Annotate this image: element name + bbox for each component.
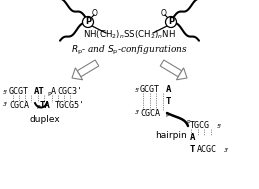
Text: T: T [166, 97, 171, 105]
Text: ACGC: ACGC [197, 146, 217, 154]
Text: P: P [36, 105, 40, 110]
Polygon shape [77, 60, 99, 77]
Text: 5': 5' [135, 88, 140, 92]
Circle shape [83, 16, 93, 28]
Text: CGCA: CGCA [9, 101, 29, 109]
Text: duplex: duplex [30, 115, 60, 125]
Polygon shape [176, 68, 187, 80]
Text: CGC3': CGC3' [57, 88, 82, 97]
Text: TGCG5': TGCG5' [55, 101, 85, 109]
Text: A: A [51, 88, 56, 97]
Text: O: O [92, 9, 98, 19]
Text: GCGT: GCGT [140, 85, 160, 94]
Text: A: A [166, 85, 171, 94]
Text: P: P [168, 18, 174, 26]
Text: 3': 3' [135, 111, 140, 115]
Text: TGCG: TGCG [190, 122, 210, 130]
Text: $R_\mathrm{p}$- and $S_\mathrm{p}$-configurations: $R_\mathrm{p}$- and $S_\mathrm{p}$-confi… [70, 43, 188, 57]
Text: 5': 5' [217, 123, 222, 129]
Text: O: O [161, 9, 167, 19]
Text: hairpin: hairpin [155, 132, 187, 140]
Text: 3': 3' [3, 102, 8, 108]
Text: A: A [190, 133, 195, 143]
Polygon shape [160, 60, 182, 77]
Circle shape [166, 16, 176, 28]
Text: P: P [186, 121, 190, 125]
Text: TA: TA [40, 101, 51, 109]
Text: 3': 3' [224, 147, 229, 153]
Text: P: P [165, 113, 169, 118]
Text: P: P [47, 92, 51, 97]
Text: AT: AT [34, 88, 45, 97]
Text: NH(CH$_2$)$_n$SS(CH$_2$)$_n$NH: NH(CH$_2$)$_n$SS(CH$_2$)$_n$NH [83, 29, 175, 41]
Text: T: T [190, 146, 195, 154]
Text: P: P [85, 18, 91, 26]
Text: GCGT: GCGT [9, 88, 29, 97]
Polygon shape [72, 68, 83, 80]
Text: 5': 5' [3, 90, 8, 94]
Text: CGCA: CGCA [140, 108, 160, 118]
